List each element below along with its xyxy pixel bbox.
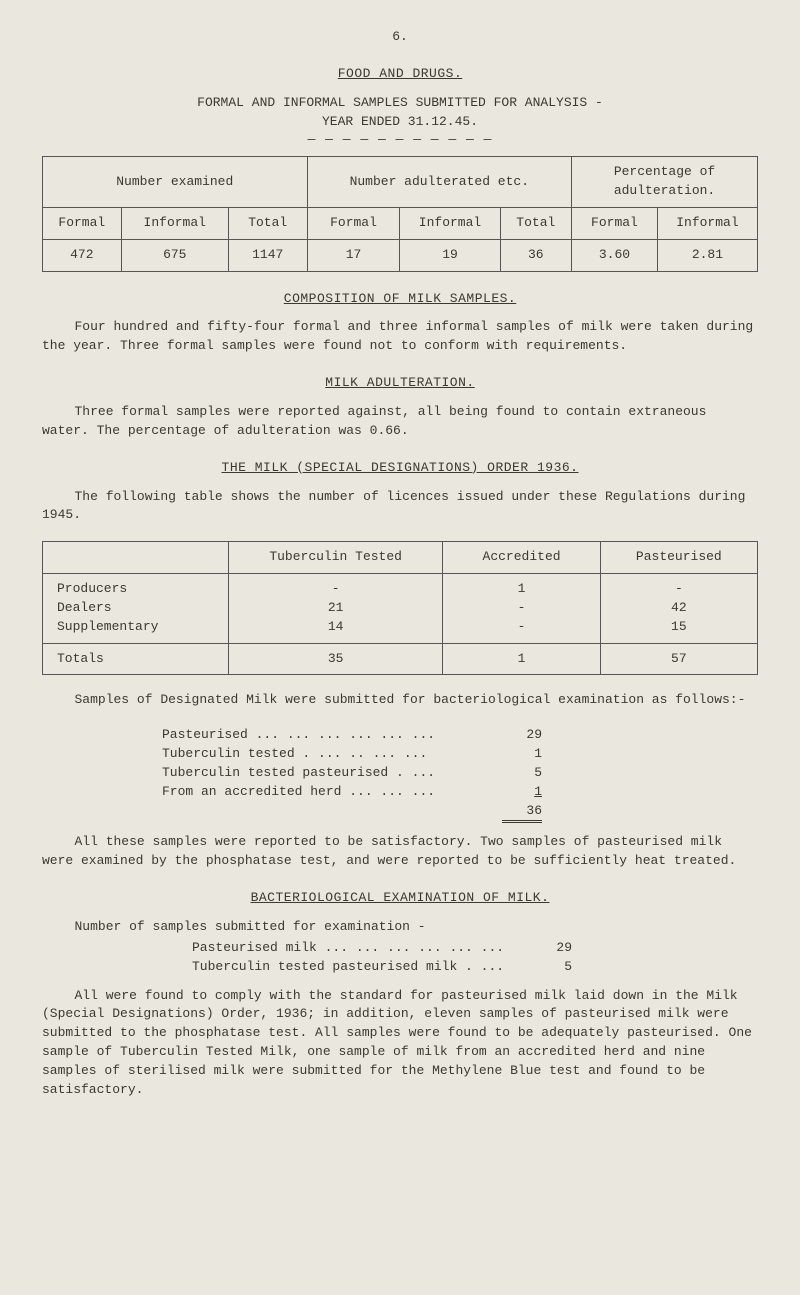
cell: 675 — [121, 239, 228, 271]
list-item: Tuberculin tested . ... .. ... ...1 — [162, 745, 758, 764]
paragraph: Samples of Designated Milk were submitte… — [42, 691, 758, 710]
list-value: 29 — [502, 726, 542, 745]
list-value: 29 — [532, 939, 572, 958]
cell: 21 — [237, 599, 435, 618]
table-row: Tuberculin Tested Accredited Pasteurised — [43, 542, 758, 574]
page-number: 6. — [42, 28, 758, 47]
col-header: Tuberculin Tested — [228, 542, 443, 574]
row-label: Supplementary — [57, 618, 220, 637]
row-labels: Producers Dealers Supplementary — [43, 574, 229, 644]
col-header: Total — [500, 207, 572, 239]
heading-rule: — — — — — — — — — — — — [42, 131, 758, 150]
subheading-line-1: FORMAL AND INFORMAL SAMPLES SUBMITTED FO… — [42, 94, 758, 113]
samples-table: Number examined Number adulterated etc. … — [42, 156, 758, 271]
list-item: Tuberculin tested pasteurised milk . ...… — [192, 958, 758, 977]
paragraph-text: Three formal samples were reported again… — [42, 404, 706, 438]
table-row: Totals 35 1 57 — [43, 643, 758, 675]
cell: 1147 — [228, 239, 307, 271]
list-value: 1 — [502, 783, 542, 802]
heading-bacteriological: BACTERIOLOGICAL EXAMINATION OF MILK. — [251, 890, 550, 905]
group-header: Number adulterated etc. — [307, 157, 572, 208]
cell: 35 — [228, 643, 443, 675]
col-cells: 1 - - — [443, 574, 600, 644]
samples-list: Pasteurised ... ... ... ... ... ...29 Tu… — [162, 726, 758, 823]
col-header: Formal — [43, 207, 122, 239]
list-item: Pasteurised milk ... ... ... ... ... ...… — [192, 939, 758, 958]
col-header — [43, 542, 229, 574]
paragraph: Three formal samples were reported again… — [42, 403, 758, 441]
cell: 1 — [443, 643, 600, 675]
cell: 17 — [307, 239, 400, 271]
col-header: Informal — [400, 207, 500, 239]
list-item: From an accredited herd ... ... ...1 — [162, 783, 758, 802]
row-label: Dealers — [57, 599, 220, 618]
paragraph: Four hundred and fifty-four formal and t… — [42, 318, 758, 356]
col-header: Pasteurised — [600, 542, 757, 574]
paragraph-text: Number of samples submitted for examinat… — [75, 919, 426, 934]
cell: 1 — [451, 580, 591, 599]
row-label: Producers — [57, 580, 220, 599]
group-header: Number examined — [43, 157, 308, 208]
cell: 3.60 — [572, 239, 658, 271]
licences-table: Tuberculin Tested Accredited Pasteurised… — [42, 541, 758, 675]
table-row: Formal Informal Total Formal Informal To… — [43, 207, 758, 239]
list-label: Tuberculin tested . ... .. ... ... — [162, 745, 502, 764]
paragraph: All were found to comply with the standa… — [42, 987, 758, 1100]
col-header: Formal — [307, 207, 400, 239]
paragraph-text: Samples of Designated Milk were submitte… — [75, 692, 746, 707]
paragraph-text: The following table shows the number of … — [42, 489, 745, 523]
heading-order-1936: THE MILK (SPECIAL DESIGNATIONS) ORDER 19… — [222, 460, 579, 475]
paragraph: The following table shows the number of … — [42, 488, 758, 526]
cell: 36 — [500, 239, 572, 271]
cell: 15 — [609, 618, 749, 637]
cell: - — [237, 580, 435, 599]
list-label: Tuberculin tested pasteurised . ... — [162, 764, 502, 783]
list-value: 5 — [532, 958, 572, 977]
list-value: 1 — [502, 745, 542, 764]
list-label: Pasteurised milk ... ... ... ... ... ... — [192, 939, 532, 958]
cell: 472 — [43, 239, 122, 271]
cell: 42 — [609, 599, 749, 618]
list-item: Pasteurised ... ... ... ... ... ...29 — [162, 726, 758, 745]
paragraph-text: Four hundred and fifty-four formal and t… — [42, 319, 753, 353]
table-row: Number examined Number adulterated etc. … — [43, 157, 758, 208]
paragraph: All these samples were reported to be sa… — [42, 833, 758, 871]
col-cells: - 42 15 — [600, 574, 757, 644]
cell: - — [451, 599, 591, 618]
sub-samples-list: Pasteurised milk ... ... ... ... ... ...… — [192, 939, 758, 977]
heading-composition: COMPOSITION OF MILK SAMPLES. — [284, 291, 516, 306]
cell: 57 — [600, 643, 757, 675]
sub-list-title: Number of samples submitted for examinat… — [42, 918, 758, 937]
table-row: 472 675 1147 17 19 36 3.60 2.81 — [43, 239, 758, 271]
paragraph-text: All were found to comply with the standa… — [42, 988, 752, 1097]
list-value: 5 — [502, 764, 542, 783]
cell: - — [451, 618, 591, 637]
col-header: Informal — [121, 207, 228, 239]
col-header: Total — [228, 207, 307, 239]
subheading-line-2: YEAR ENDED 31.12.45. — [42, 113, 758, 132]
col-header: Accredited — [443, 542, 600, 574]
list-label: Pasteurised ... ... ... ... ... ... — [162, 726, 502, 745]
cell: 14 — [237, 618, 435, 637]
list-item: Tuberculin tested pasteurised . ...5 — [162, 764, 758, 783]
list-total: 36 — [162, 802, 758, 821]
cell: - — [609, 580, 749, 599]
list-label: Tuberculin tested pasteurised milk . ... — [192, 958, 532, 977]
totals-label: Totals — [43, 643, 229, 675]
cell: 2.81 — [657, 239, 757, 271]
heading-adulteration: MILK ADULTERATION. — [325, 375, 474, 390]
col-header: Informal — [657, 207, 757, 239]
col-header: Formal — [572, 207, 658, 239]
col-cells: - 21 14 — [228, 574, 443, 644]
list-label: From an accredited herd ... ... ... — [162, 783, 502, 802]
heading-food-drugs: FOOD AND DRUGS. — [338, 66, 463, 81]
paragraph-text: All these samples were reported to be sa… — [42, 834, 736, 868]
group-header: Percentage of adulteration. — [572, 157, 758, 208]
cell: 19 — [400, 239, 500, 271]
total-rule — [502, 820, 542, 823]
list-total-value: 36 — [502, 802, 542, 821]
